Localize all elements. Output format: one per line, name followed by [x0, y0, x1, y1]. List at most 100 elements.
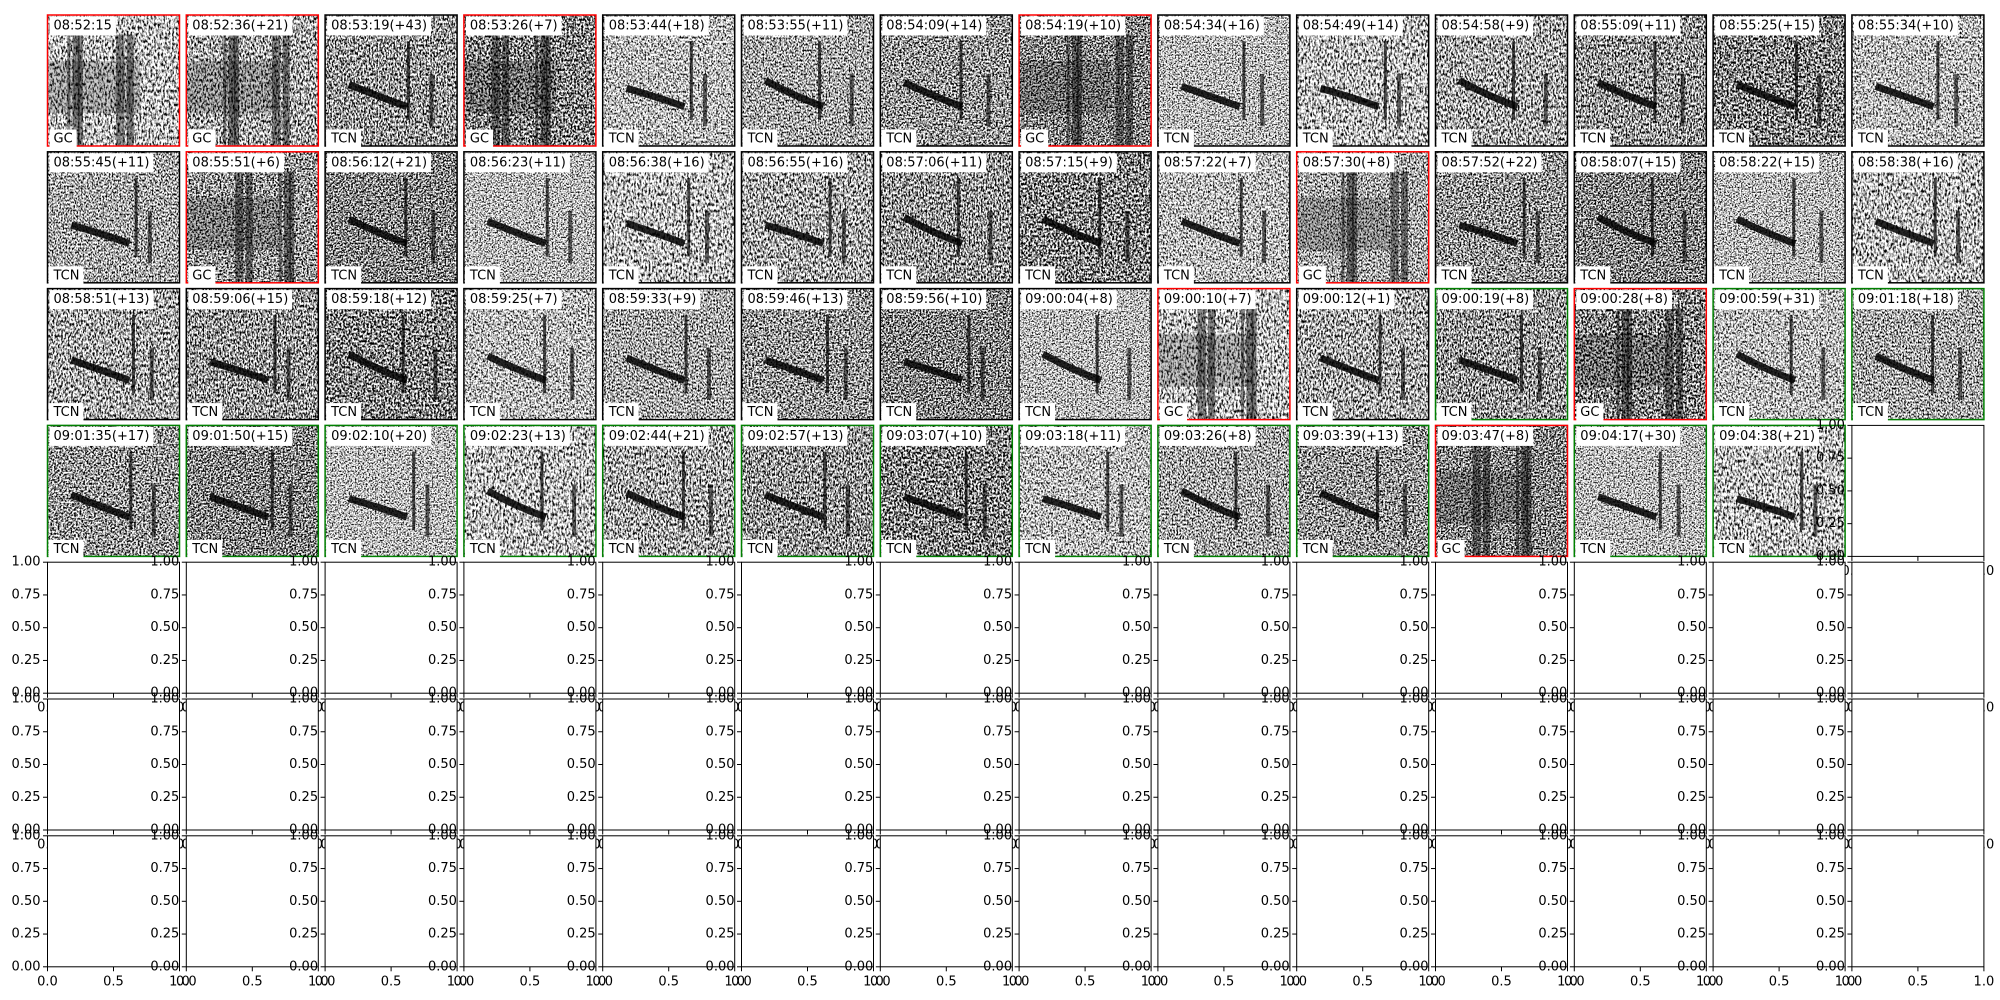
spectrogram-image [186, 151, 319, 283]
x-tick-label: 1.0 [1696, 974, 1717, 989]
label-box [188, 290, 293, 310]
empty-axes: 0.000.250.500.751.000.00.51.0 [1122, 692, 1300, 853]
y-tick-label: 0.25 [1400, 927, 1429, 942]
signal-streak [1095, 314, 1099, 394]
axes-frame [185, 561, 319, 694]
panel-border [740, 287, 875, 421]
spectrogram-image [325, 15, 458, 146]
spectrogram-image [1157, 151, 1290, 283]
signal-streak [1098, 178, 1102, 257]
spectrogram-image [186, 15, 319, 146]
x-tick-label: 0.0 [1009, 974, 1030, 989]
y-tick-label: 0.00 [289, 959, 318, 974]
signal-streak [147, 210, 152, 264]
spectrogram-image [741, 151, 874, 283]
signal-streak [1400, 347, 1405, 400]
signal-call [1596, 79, 1658, 110]
x-tick-label: 0.5 [936, 974, 957, 989]
signal-call [208, 493, 270, 521]
label-box [1159, 153, 1256, 173]
y-tick-label: 0.00 [428, 823, 457, 838]
spectrogram-image [880, 288, 1013, 420]
axes-frame [1851, 561, 1985, 694]
label-box [465, 16, 562, 36]
signal-streak [286, 347, 291, 400]
x-tick-label: 1.0 [1141, 974, 1162, 989]
label-box [1159, 290, 1256, 310]
spectrogram-image [1851, 15, 1984, 146]
spectrogram-image [1713, 151, 1846, 283]
signal-streak [1789, 314, 1793, 394]
spectrogram-image [463, 425, 596, 557]
x-tick-label: 0.0 [454, 974, 475, 989]
signal-streak [703, 73, 708, 127]
panel-label: GC [470, 132, 489, 147]
signal-streak [1521, 445, 1529, 557]
y-tick-label: 1.00 [844, 828, 873, 843]
empty-axes: 0.000.250.500.751.000.00.51.0 [1261, 692, 1439, 853]
spectrogram-panel: 09:00:04(+8) TCN [1018, 287, 1152, 423]
panel-label: TCN [1857, 268, 1884, 283]
signal-call [209, 358, 270, 384]
signal-band [1296, 197, 1390, 251]
panel-label: TCN [1441, 268, 1468, 283]
x-tick-label: 0.5 [242, 974, 263, 989]
spectrogram-image [1574, 151, 1707, 283]
panel-time: 08:55:34(+10) [1858, 19, 1954, 34]
panel-label: TCN [469, 268, 496, 283]
panel-border [1018, 287, 1152, 421]
label-box [1020, 403, 1056, 423]
signal-streak [1680, 73, 1685, 127]
y-tick-label: 1.00 [12, 692, 41, 707]
spectrogram-image [186, 425, 319, 557]
y-tick-label: 0.25 [150, 790, 179, 805]
signal-streak [1071, 34, 1079, 146]
y-tick-label: 0.75 [567, 724, 596, 739]
label-box [1714, 129, 1750, 149]
y-tick-label: 0.25 [844, 927, 873, 942]
image-noise [1019, 425, 1152, 557]
signal-streak [980, 347, 985, 400]
x-tick-label: 1.0 [1974, 974, 1995, 989]
y-tick-label: 0.50 [567, 894, 596, 909]
spectrogram-panel: 08:55:51(+6) GC [185, 151, 320, 286]
empty-axes: 0.000.250.500.751.000.00.51.0 [1816, 418, 1994, 579]
signal-streak [1125, 210, 1130, 264]
image-noise [1296, 288, 1429, 420]
y-tick-label: 0.75 [844, 587, 873, 602]
panel-time: 08:55:25(+15) [1719, 19, 1815, 34]
signal-streak [684, 314, 688, 394]
panel-label: TCN [1302, 405, 1329, 420]
label-box [882, 153, 987, 173]
signal-streak [1395, 171, 1399, 283]
axes-frame [1851, 835, 1985, 968]
label-box [1437, 539, 1465, 559]
panel-label: TCN [885, 542, 912, 557]
label-box [465, 129, 494, 149]
panel-time: 08:54:58(+9) [1442, 19, 1530, 34]
signal-call [764, 221, 825, 247]
signal-call [69, 491, 131, 521]
panel-label: TCN [747, 542, 774, 557]
label-box [1575, 539, 1611, 559]
spectrogram-panel: 08:58:38(+16) TCN [1851, 151, 1985, 286]
y-tick-label: 1.00 [567, 555, 596, 570]
signal-streak [1106, 451, 1110, 531]
signal-streak [1621, 308, 1629, 420]
axes-frame [602, 835, 736, 968]
image-noise [1574, 425, 1707, 557]
signal-streak [1383, 41, 1387, 120]
signal-call [486, 217, 547, 247]
label-box [188, 426, 293, 446]
signal-streak [1234, 451, 1238, 531]
signal-streak [1653, 41, 1657, 120]
y-tick-label: 0.25 [567, 927, 596, 942]
x-tick-label: 0.5 [1214, 974, 1235, 989]
label-box [48, 403, 84, 423]
label-box [881, 266, 917, 286]
signal-streak [1794, 41, 1798, 120]
y-tick-label: 0.00 [428, 686, 457, 701]
